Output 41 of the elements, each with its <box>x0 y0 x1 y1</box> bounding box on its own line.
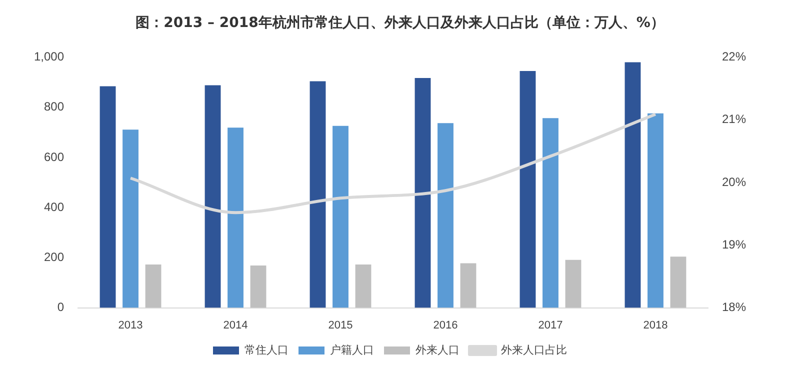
bar <box>670 256 686 308</box>
bar <box>438 123 454 308</box>
y-tick-label: 0 <box>57 300 64 314</box>
bar <box>122 130 138 308</box>
bar <box>145 264 162 308</box>
x-tick-label: 2017 <box>538 319 563 332</box>
y-tick-label: 1,000 <box>34 50 64 64</box>
y2-tick-label: 21% <box>722 112 746 126</box>
bar <box>414 78 431 308</box>
legend-label: 外来人口占比 <box>501 344 567 357</box>
bar <box>520 70 536 308</box>
bar <box>624 62 641 308</box>
y2-tick-label: 22% <box>722 50 746 64</box>
line-series <box>129 112 657 214</box>
legend-label: 外来人口 <box>416 344 460 357</box>
x-tick-label: 2013 <box>118 319 143 332</box>
x-tick-label: 2016 <box>433 319 458 332</box>
y-tick-label: 400 <box>44 200 64 214</box>
bar <box>565 260 582 308</box>
chart-title: 图：2013 – 2018年杭州市常住人口、外来人口及外来人口占比（单位：万人、%） <box>134 14 666 32</box>
bar <box>204 85 221 308</box>
bar <box>310 81 326 308</box>
bar <box>250 265 266 308</box>
x-tick-label: 2015 <box>328 319 353 332</box>
bar <box>355 264 372 308</box>
bar <box>460 263 476 308</box>
bar <box>228 128 244 308</box>
x-tick-label: 2014 <box>223 319 248 332</box>
legend-label: 常住人口 <box>244 344 288 357</box>
y-tick-label: 600 <box>44 150 64 164</box>
legend-label: 户籍人口 <box>330 344 374 357</box>
y2-tick-label: 18% <box>722 300 746 314</box>
y2-tick-label: 19% <box>722 237 746 252</box>
bar <box>100 86 116 308</box>
bar <box>648 113 664 308</box>
bar <box>332 126 348 308</box>
y2-tick-label: 20% <box>722 174 746 189</box>
y-tick-label: 200 <box>44 250 64 264</box>
y-tick-label: 800 <box>44 100 64 114</box>
x-tick-label: 2018 <box>643 319 668 332</box>
bar <box>542 118 558 308</box>
